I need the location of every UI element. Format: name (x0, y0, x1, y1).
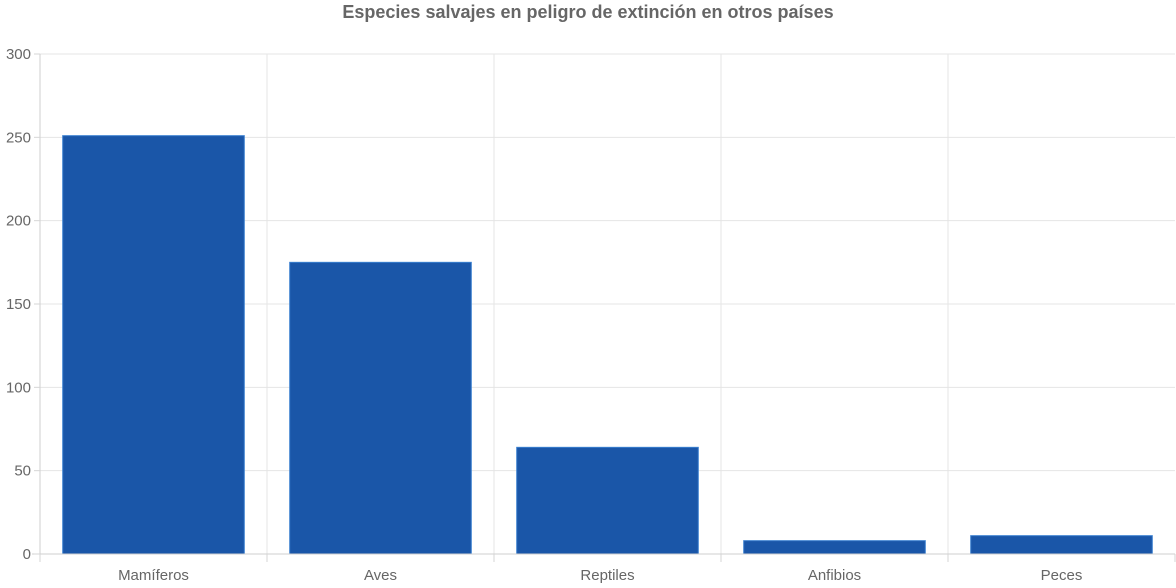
x-tick-label: Aves (364, 567, 397, 584)
x-tick-label: Anfibios (808, 567, 861, 584)
axes: 0 50 100 150 200 250 300 Mamíferos Aves Reptiles A… (6, 46, 1176, 584)
y-tick-label: 100 (6, 379, 31, 396)
y-tick-label: 150 (6, 296, 31, 313)
bar-0[interactable] (62, 135, 245, 555)
chart-title: Especies salvajes en peligro de extinció… (342, 2, 833, 22)
x-tick-label: Mamíferos (118, 567, 189, 584)
x-tick-label: Reptiles (580, 567, 634, 584)
bar-4[interactable] (970, 535, 1153, 555)
y-tick-label: 300 (6, 46, 31, 63)
y-tick-label: 250 (6, 129, 31, 146)
bar-3[interactable] (743, 540, 926, 555)
y-tick-label: 200 (6, 213, 31, 230)
x-tick-label: Peces (1041, 567, 1083, 584)
bar-2[interactable] (516, 446, 699, 555)
y-tick-label: 50 (14, 463, 31, 480)
y-tick-label: 0 (23, 546, 31, 563)
bar-1[interactable] (289, 261, 472, 555)
bars (62, 135, 1153, 555)
